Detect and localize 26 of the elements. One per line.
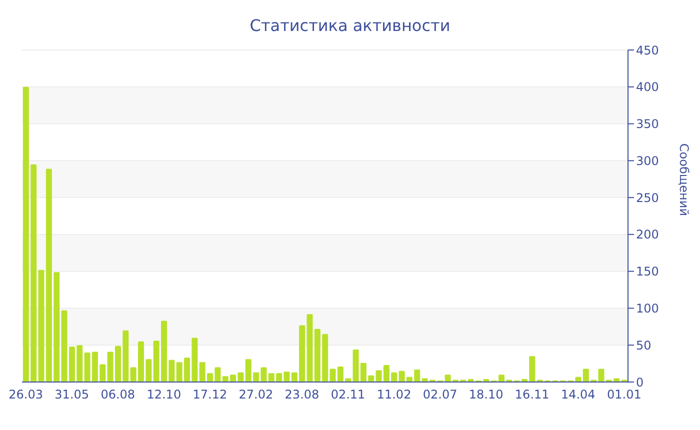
y-tick-label: 250 <box>636 190 659 205</box>
y-tick-label: 400 <box>636 80 659 94</box>
x-tick-label: 11.02 <box>376 388 412 402</box>
x-tick-label: 26.03 <box>8 388 44 402</box>
x-tick-label: 02.11 <box>330 388 366 402</box>
y-tick-label: 300 <box>636 154 659 168</box>
y-axis-title: Сообщений <box>676 143 691 216</box>
y-tick-label: 350 <box>636 117 659 132</box>
x-tick-label: 01.01 <box>606 388 642 402</box>
y-tick-label: 450 <box>636 43 659 58</box>
x-tick-label: 02.07 <box>422 388 458 402</box>
x-tick-label: 18.10 <box>468 388 504 402</box>
x-tick-label: 23.08 <box>284 388 320 402</box>
x-tick-label: 17.12 <box>192 388 228 402</box>
y-tick-label: 200 <box>636 228 659 242</box>
x-tick-label: 14.04 <box>560 388 596 402</box>
y-tick-label: 0 <box>636 375 644 390</box>
y-tick-label: 100 <box>636 301 659 316</box>
x-tick-label: 06.08 <box>100 388 136 402</box>
y-tick-label: 50 <box>636 338 652 352</box>
x-tick-label: 27.02 <box>238 388 274 402</box>
x-tick-label: 12.10 <box>146 388 182 402</box>
y-tick-label: 150 <box>636 264 659 279</box>
x-tick-label: 16.11 <box>514 388 550 402</box>
chart-title: Статистика активности <box>248 16 452 35</box>
x-tick-label: 31.05 <box>54 388 90 402</box>
